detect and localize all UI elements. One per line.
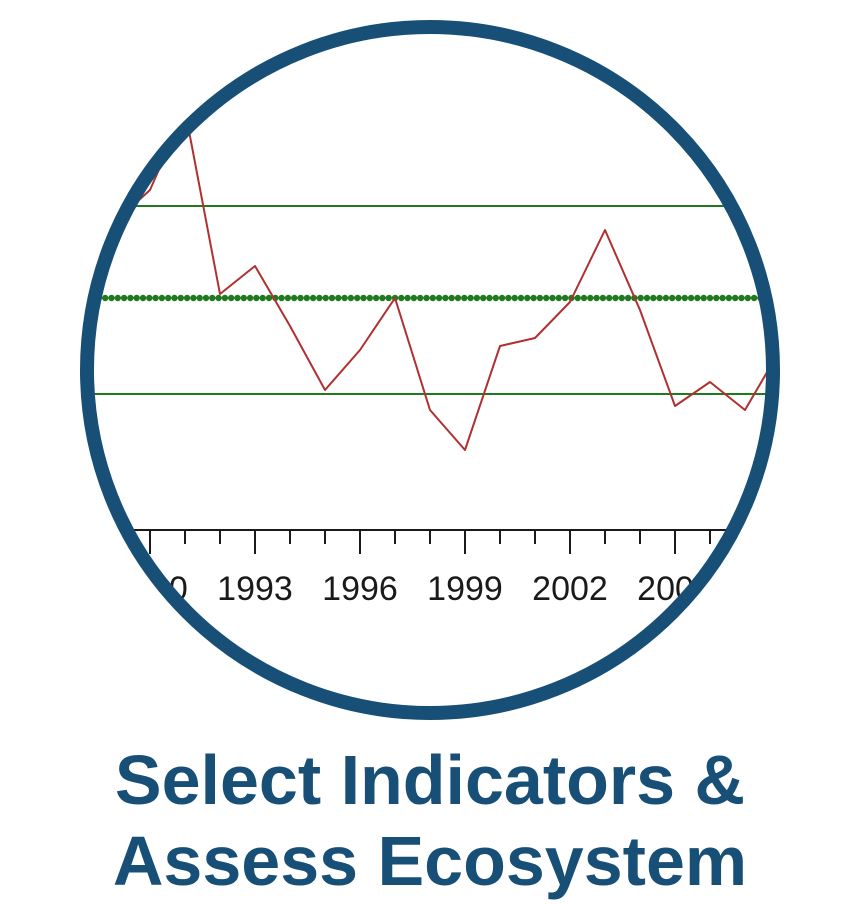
caption-line2: Assess Ecosystem <box>113 822 747 900</box>
chart-circle-container: 199019931996199920022005 <box>80 20 780 725</box>
indicator-chart: 199019931996199920022005 <box>80 20 780 720</box>
svg-text:2002: 2002 <box>532 570 608 608</box>
svg-text:1993: 1993 <box>217 570 293 608</box>
svg-text:1996: 1996 <box>322 570 398 608</box>
caption-line1: Select Indicators & <box>115 741 745 819</box>
caption: Select Indicators & Assess Ecosystem <box>0 740 860 901</box>
svg-text:1999: 1999 <box>427 570 503 608</box>
